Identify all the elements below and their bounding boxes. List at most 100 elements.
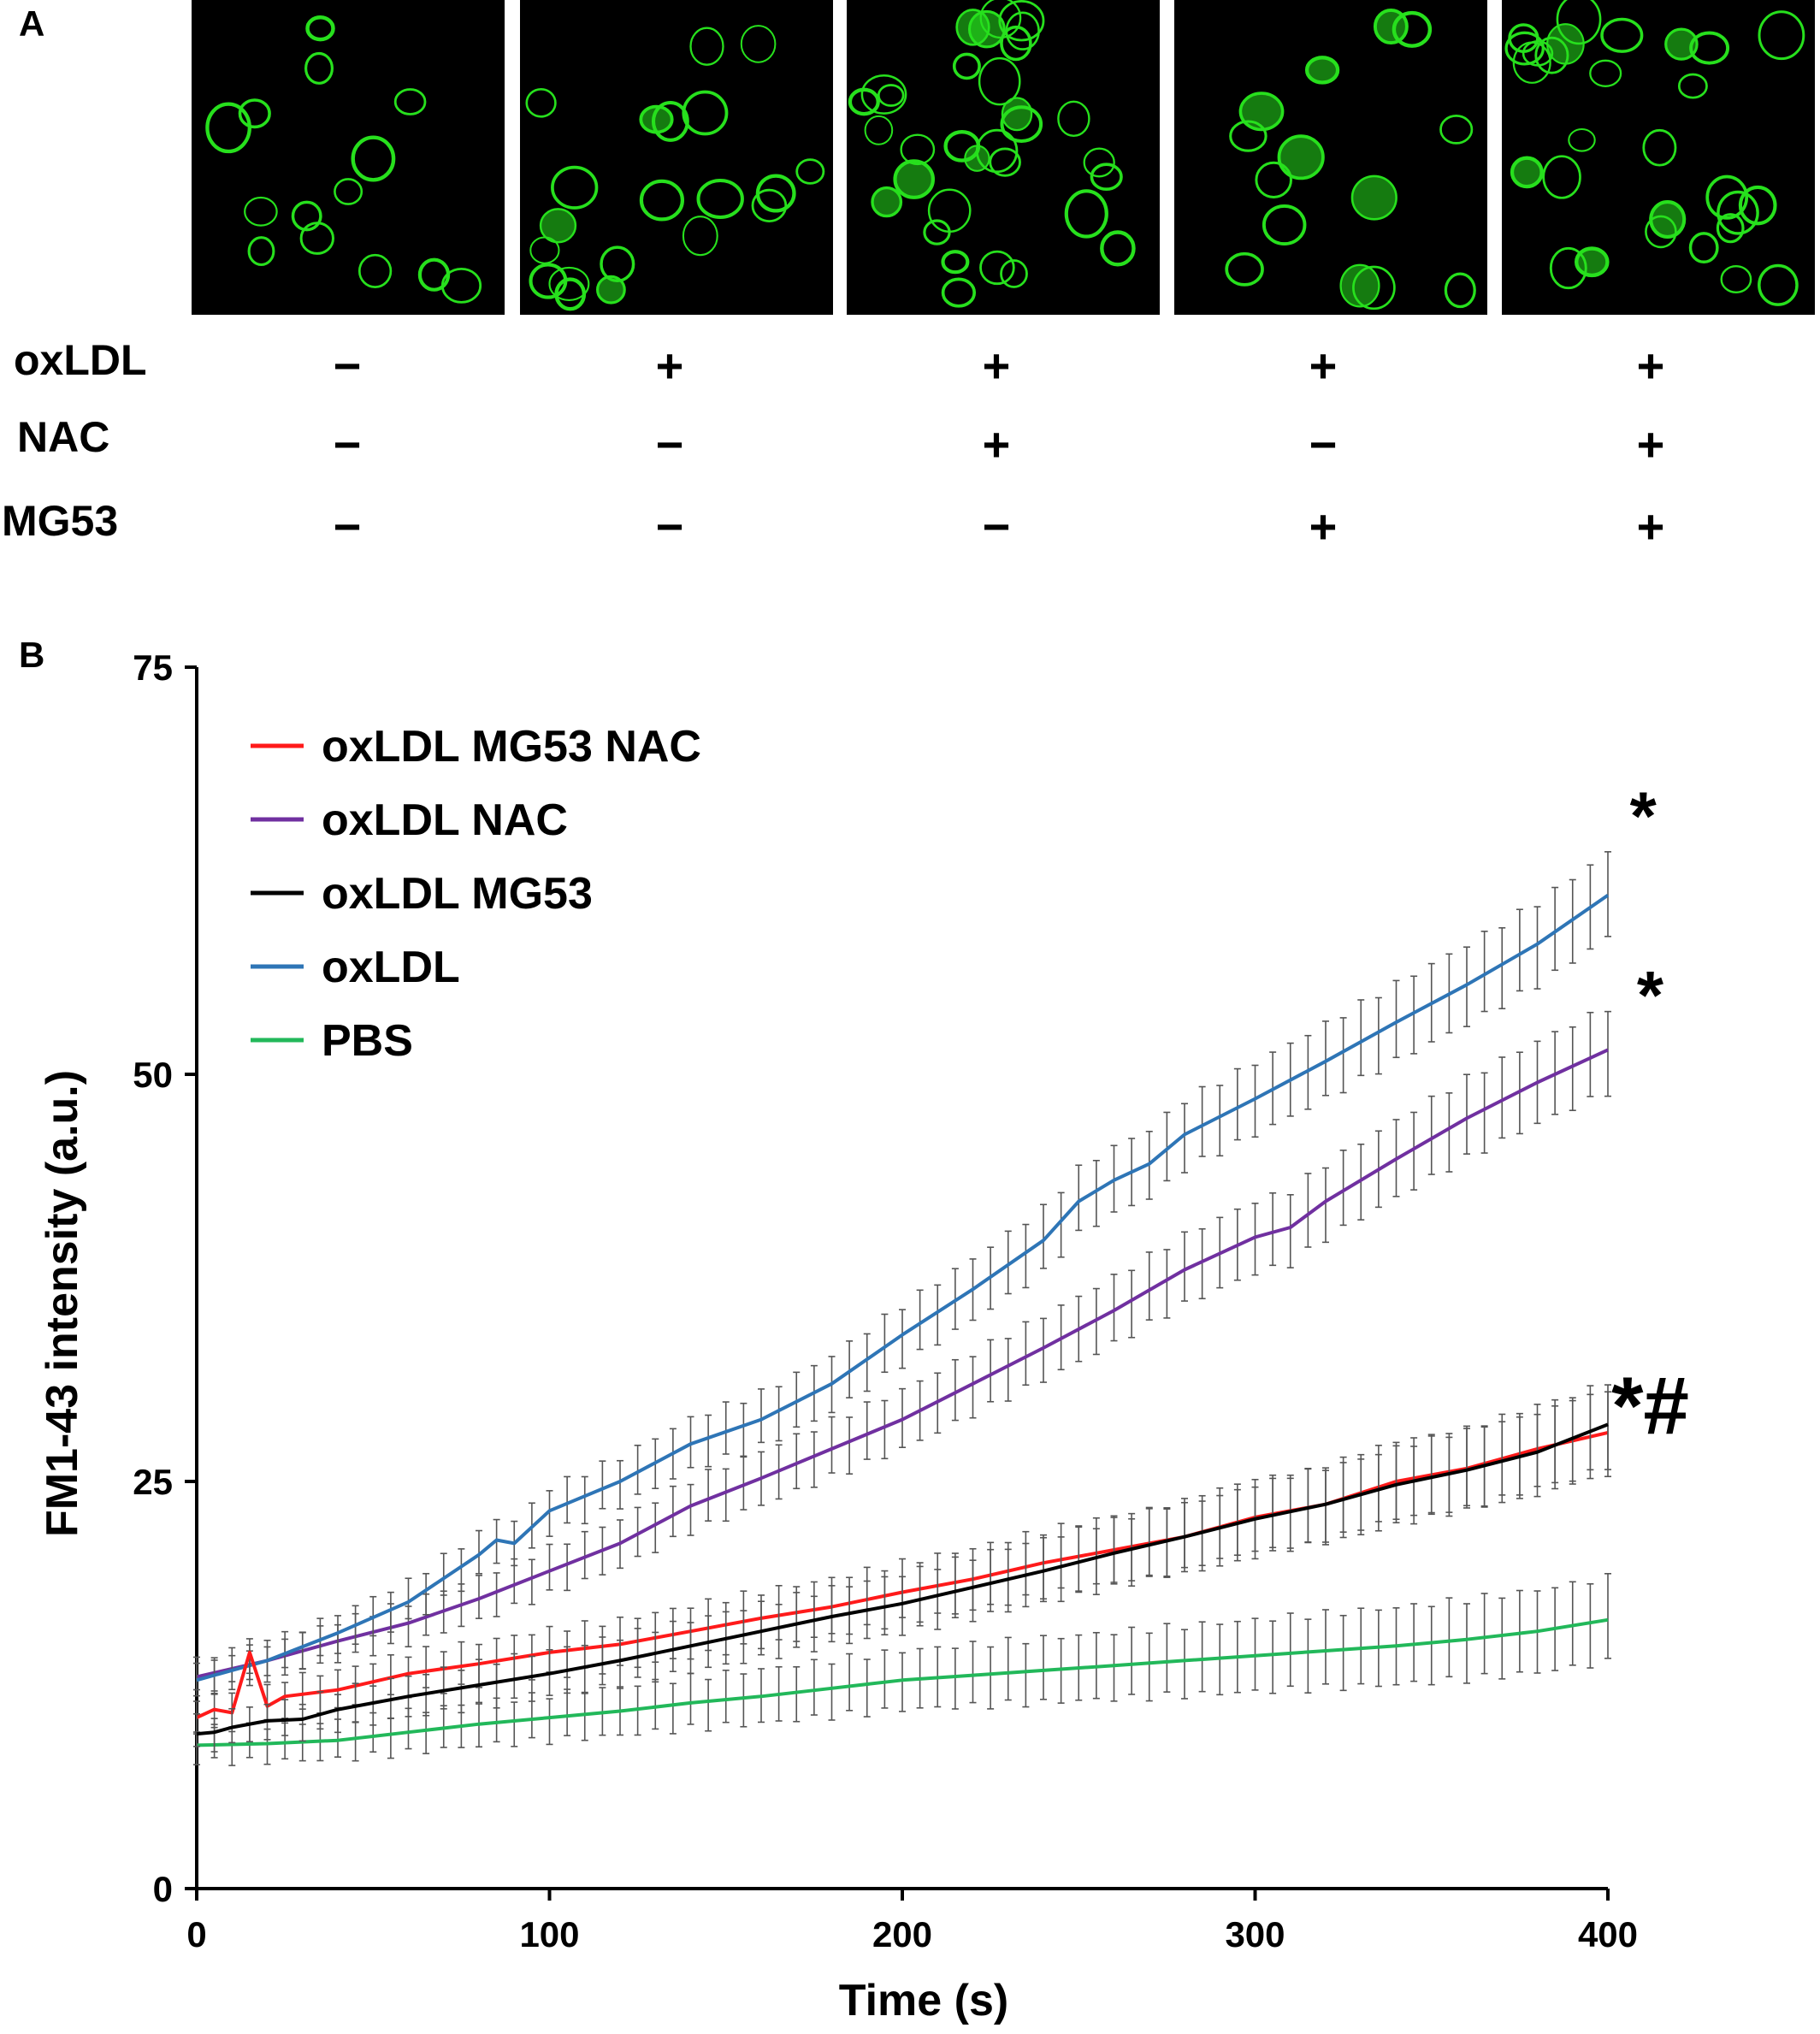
legend-label: oxLDL MG53 NAC: [322, 722, 701, 772]
cell-outline: [1758, 10, 1805, 61]
cell-outline: [941, 277, 977, 308]
cell-outline: [440, 267, 482, 304]
condition-label-mg53: MG53: [2, 497, 119, 545]
x-tick-label: 100: [519, 1914, 579, 1954]
cell-outline: [525, 88, 557, 118]
cell-outline: [1568, 127, 1596, 152]
cell-outline: [205, 102, 251, 154]
cell-outline: [651, 100, 689, 142]
cell-outline: [1083, 147, 1115, 178]
cell-outline: [975, 128, 1019, 174]
cell-outline: [978, 56, 1021, 106]
cell-outline: [1444, 272, 1476, 309]
cell-outline: [1000, 259, 1028, 288]
cell-outline: [351, 135, 396, 182]
cell-outline: [1064, 189, 1108, 239]
legend-label: oxLDL NAC: [322, 795, 568, 845]
sign-oxldl-1: −: [333, 339, 362, 393]
sign-oxldl-5: +: [1636, 339, 1665, 393]
cell-outline: [755, 174, 796, 213]
cell-outline: [1277, 134, 1325, 180]
legend-oxldl-mg53: oxLDL MG53: [251, 869, 593, 919]
cell-outline: [1262, 204, 1307, 246]
cell-outline: [1664, 27, 1699, 61]
x-tick-label: 0: [186, 1914, 206, 1954]
sign-mg53-3: −: [982, 500, 1011, 553]
cell-outline: [740, 25, 777, 63]
cell-outline: [244, 196, 278, 227]
sign-nac-1: −: [333, 417, 362, 471]
cell-outline: [1677, 73, 1708, 99]
cell-outline: [1005, 11, 1040, 50]
cell-outline: [299, 222, 335, 255]
cell-outline: [795, 158, 825, 185]
sign-mg53-1: −: [333, 500, 362, 553]
cell-outline: [1546, 23, 1585, 65]
cell-outline: [358, 253, 393, 288]
microscopy-image-1: [192, 0, 505, 315]
legend-label: oxLDL MG53: [322, 869, 593, 919]
cell-outline: [417, 257, 451, 292]
error-bars-4: [193, 1573, 1611, 1766]
cell-outline: [927, 188, 972, 234]
cell-outline: [1255, 161, 1292, 198]
cell-outline: [1225, 251, 1264, 287]
cell-outline: [1057, 100, 1090, 138]
cell-outline: [1716, 213, 1745, 244]
legend-label: oxLDL: [322, 943, 460, 992]
y-tick-label: 75: [133, 647, 173, 688]
condition-label-nac: NAC: [17, 413, 110, 461]
sign-oxldl-4: +: [1309, 339, 1338, 393]
sign-mg53-4: +: [1309, 500, 1338, 553]
sign-nac-4: −: [1309, 417, 1338, 471]
microscopy-image-5: [1502, 0, 1815, 315]
cell-outline: [1689, 31, 1730, 65]
cell-outline: [696, 179, 744, 219]
y-tick-label: 0: [153, 1869, 173, 1909]
cell-outline: [848, 87, 880, 116]
y-tick-label: 50: [133, 1055, 173, 1095]
line-chart: 0 25 50 75 0 100 200 300 400 Time (s) FM1-43 inten…: [38, 647, 1689, 2025]
cell-outline: [600, 245, 635, 283]
cell-outline: [639, 179, 684, 222]
cell-outline: [548, 266, 590, 301]
panel-a-label: A: [19, 3, 45, 44]
cell-outline: [893, 159, 935, 199]
cell-outline: [334, 178, 363, 205]
legend-oxldl: oxLDL: [251, 943, 460, 992]
cell-outline: [1339, 263, 1380, 308]
cell-outline: [1738, 185, 1777, 226]
cell-outline: [864, 115, 894, 145]
cell-outline: [1717, 190, 1759, 235]
legend-oxldl-mg53-nac: oxLDL MG53 NAC: [251, 722, 701, 772]
error-bars-2: [193, 1384, 1611, 1753]
legend-pbs: PBS: [251, 1016, 413, 1066]
x-tick-label: 200: [872, 1914, 932, 1954]
microscopy-image-3: [847, 0, 1160, 315]
cell-outline: [1549, 246, 1587, 290]
sign-nac-5: +: [1636, 417, 1665, 471]
y-tick-label: 25: [133, 1462, 173, 1502]
x-axis-title: Time (s): [839, 1976, 1008, 2025]
cell-outline: [877, 84, 905, 107]
cell-outline: [1542, 155, 1581, 199]
cell-outline: [1705, 174, 1749, 220]
series-line-3: [196, 893, 1610, 1682]
significance-marker-2: *#: [1611, 1360, 1689, 1452]
cell-outline: [1534, 36, 1569, 74]
significance-marker-0: *: [1630, 778, 1658, 854]
series-line-2: [196, 1422, 1609, 1736]
cell-outline: [998, 0, 1045, 42]
cell-outline: [1649, 200, 1687, 239]
cell-outline: [238, 98, 271, 129]
condition-label-oxldl: oxLDL: [14, 336, 147, 384]
cell-outline: [860, 74, 907, 115]
y-axis-title: FM1-43 intensity (a.u.): [38, 1070, 87, 1537]
sign-nac-3: +: [982, 417, 1011, 471]
cell-outline: [871, 186, 903, 218]
cell-outline: [1439, 115, 1474, 145]
cell-outline: [1575, 246, 1610, 278]
cell-outline: [682, 90, 729, 136]
cell-outline: [551, 165, 599, 210]
sign-mg53-2: −: [655, 500, 684, 553]
